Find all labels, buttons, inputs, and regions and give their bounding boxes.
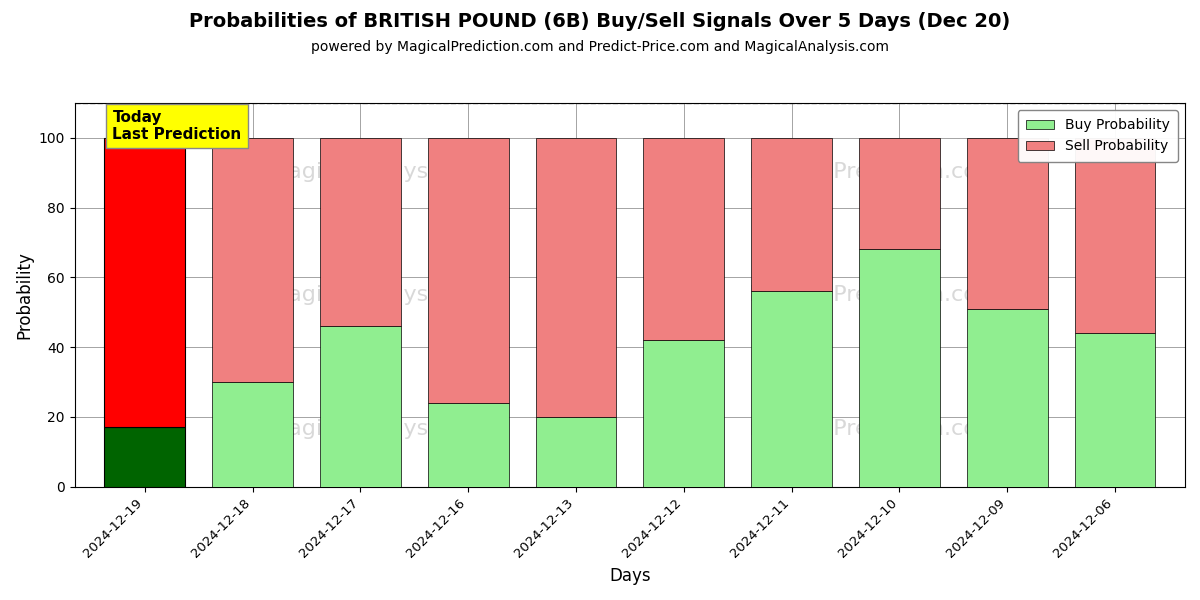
Text: Today
Last Prediction: Today Last Prediction <box>113 110 241 142</box>
X-axis label: Days: Days <box>610 567 650 585</box>
Bar <box>751 291 832 487</box>
Text: Probabilities of BRITISH POUND (6B) Buy/Sell Signals Over 5 Days (Dec 20): Probabilities of BRITISH POUND (6B) Buy/… <box>190 12 1010 31</box>
Bar <box>967 138 1048 309</box>
Bar <box>535 417 617 487</box>
Bar <box>104 138 185 427</box>
Text: MagicalAnalysis.com: MagicalAnalysis.com <box>270 162 502 182</box>
Y-axis label: Probability: Probability <box>16 251 34 338</box>
Text: MagicalAnalysis.com: MagicalAnalysis.com <box>270 419 502 439</box>
Text: MagicalPrediction.com: MagicalPrediction.com <box>749 419 1000 439</box>
Text: MagicalPrediction.com: MagicalPrediction.com <box>749 162 1000 182</box>
Bar <box>427 403 509 487</box>
Text: MagicalPrediction.com: MagicalPrediction.com <box>749 285 1000 305</box>
Bar <box>1074 333 1156 487</box>
Bar <box>643 340 724 487</box>
Bar <box>859 250 940 487</box>
Bar <box>320 326 401 487</box>
Bar <box>859 138 940 250</box>
Bar <box>212 382 293 487</box>
Bar <box>643 138 724 340</box>
Text: MagicalAnalysis.com: MagicalAnalysis.com <box>270 285 502 305</box>
Bar <box>427 138 509 403</box>
Bar <box>320 138 401 326</box>
Bar <box>967 309 1048 487</box>
Legend: Buy Probability, Sell Probability: Buy Probability, Sell Probability <box>1018 110 1178 161</box>
Bar <box>212 138 293 382</box>
Bar <box>1074 138 1156 333</box>
Bar <box>104 427 185 487</box>
Text: powered by MagicalPrediction.com and Predict-Price.com and MagicalAnalysis.com: powered by MagicalPrediction.com and Pre… <box>311 40 889 54</box>
Bar <box>751 138 832 291</box>
Bar <box>535 138 617 417</box>
